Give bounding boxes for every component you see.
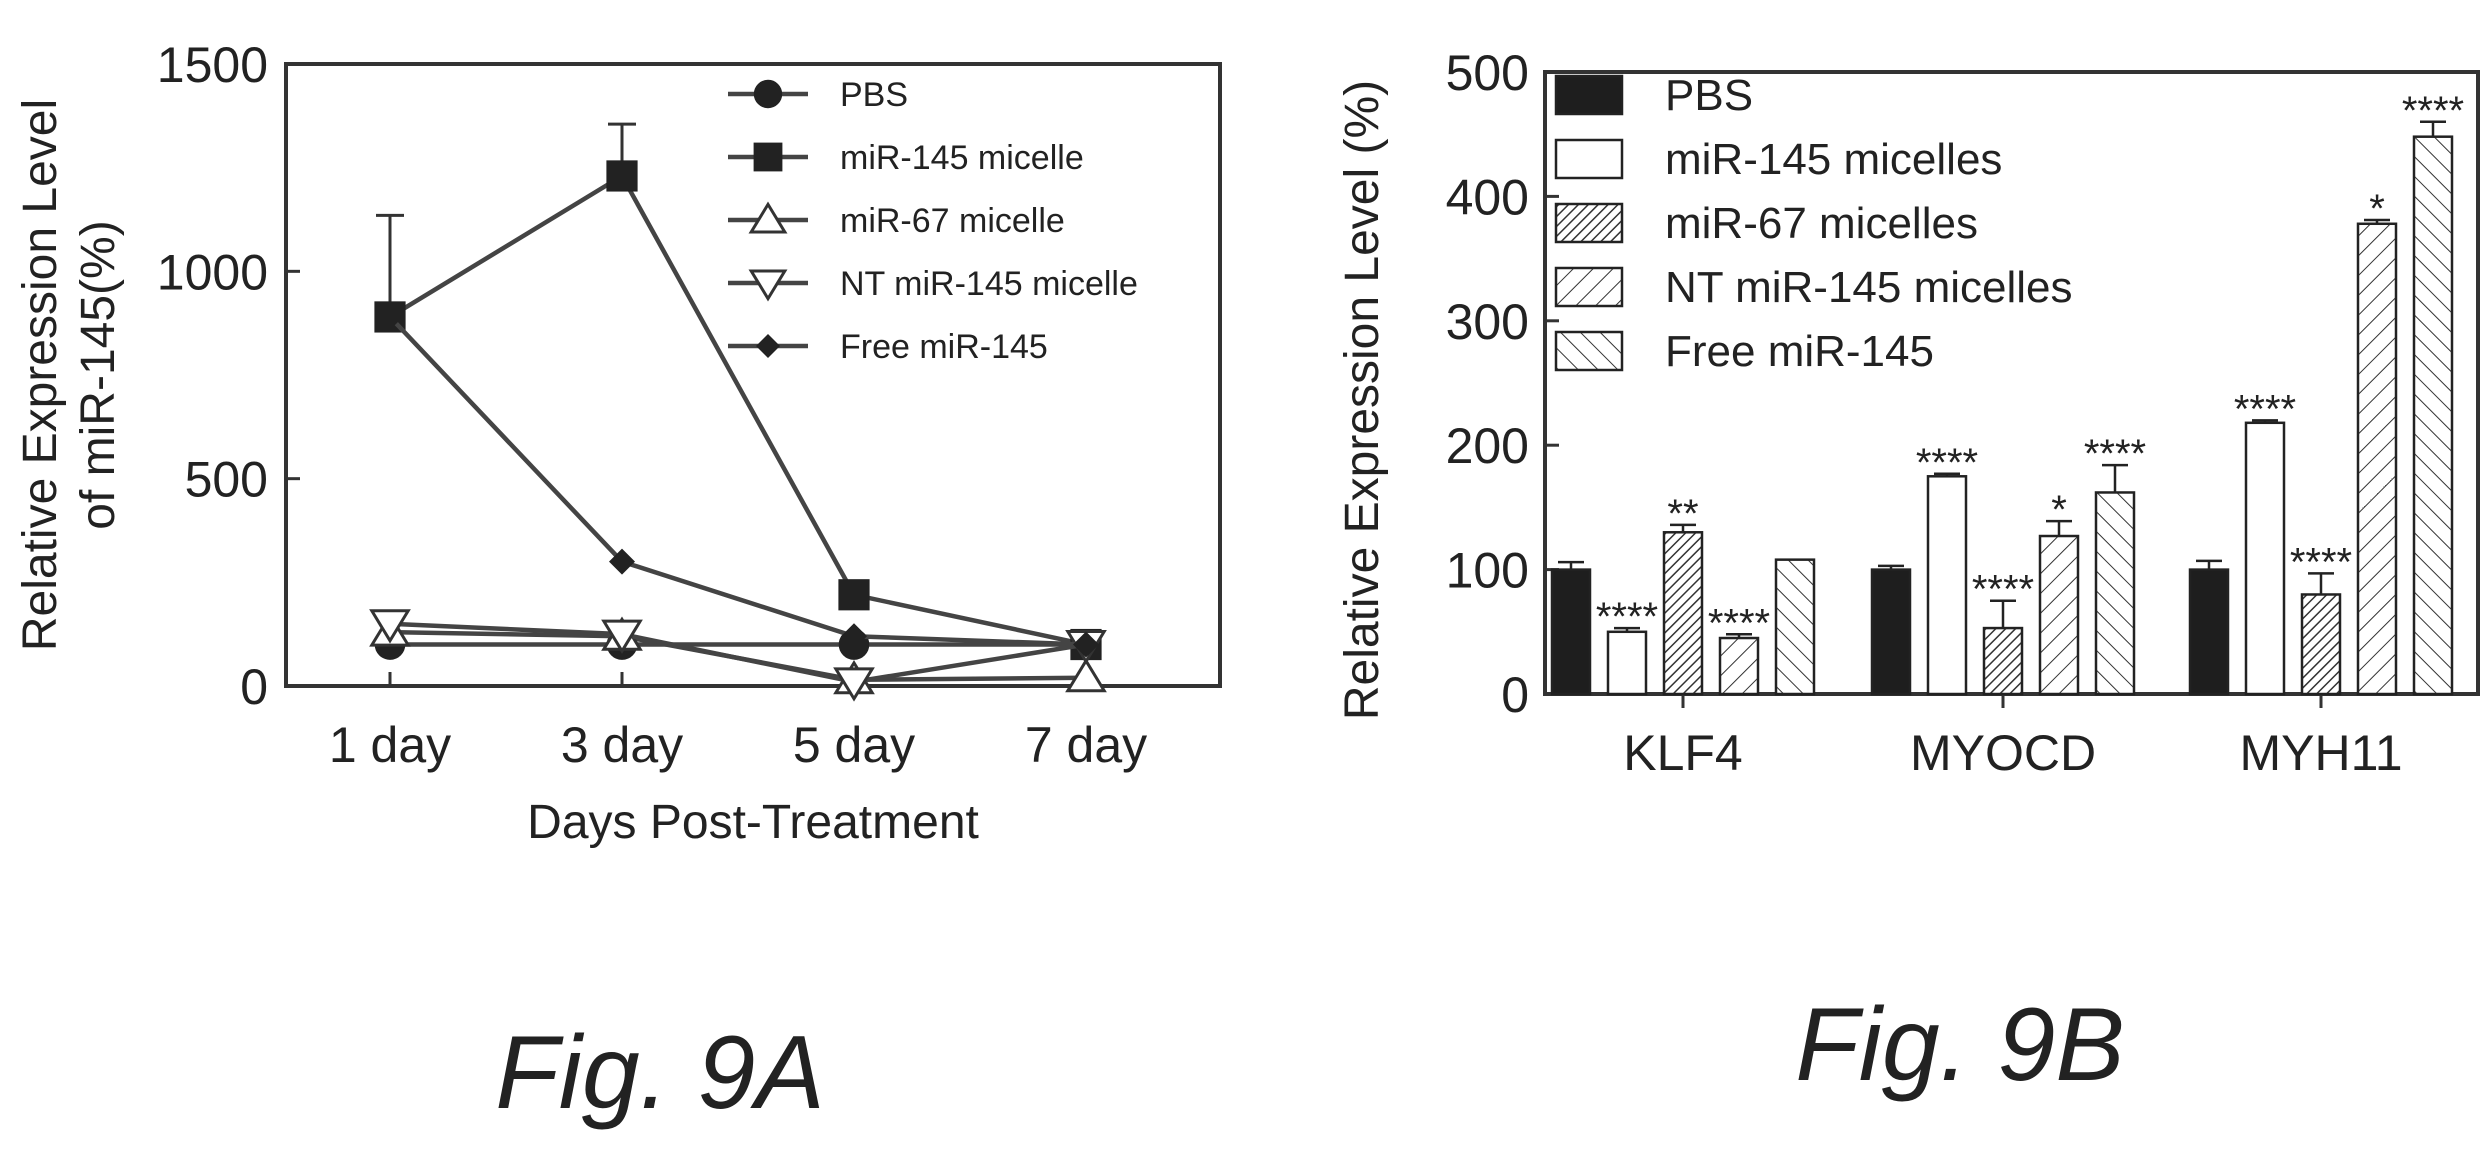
point-free-mir-145 xyxy=(841,623,867,650)
y-tick-label-a: 500 xyxy=(185,452,268,508)
legend-label-free-mir-145: Free miR-145 xyxy=(1665,327,1934,376)
legend-label-nt-mir-145-micelle: NT miR-145 micelle xyxy=(840,265,1138,303)
significance-label: **** xyxy=(1916,441,1978,485)
y-tick-label-a: 0 xyxy=(240,659,268,715)
x-tick-label-3-day: 3 day xyxy=(561,717,683,773)
significance-label: **** xyxy=(1708,601,1770,645)
significance-label: * xyxy=(2051,488,2067,532)
legend-marker-pbs xyxy=(753,79,783,109)
significance-label: **** xyxy=(1972,568,2034,612)
y-tick-label-b: 100 xyxy=(1446,543,1529,599)
bar-pbs-myocd xyxy=(1870,568,1912,696)
figure-caption-b: Fig. 9B xyxy=(1795,987,2124,1103)
point-mir-67-micelle xyxy=(1065,657,1107,693)
y-tick-label-b: 400 xyxy=(1446,169,1529,225)
bar-series-nt-mir-145-micelles: ****** xyxy=(1708,187,2398,696)
significance-label: **** xyxy=(2290,540,2352,584)
legend-swatch-pbs xyxy=(1554,74,1624,116)
point-mir-145-micelle xyxy=(606,160,638,192)
series-free-mir-145 xyxy=(377,303,1099,658)
y-tick-label-a: 1500 xyxy=(157,37,268,93)
y-axis-title-line: Relative Expression Level xyxy=(14,99,67,651)
y-tick-label-b: 300 xyxy=(1446,294,1529,350)
x-tick-label-7-day: 7 day xyxy=(1025,717,1147,773)
x-tick-label-klf4: KLF4 xyxy=(1623,725,1743,781)
y-axis-title-b: Relative Expression Level (%) xyxy=(1336,80,1389,720)
bar-free-mir-145-myh11 xyxy=(2412,135,2454,696)
legend-marker-mir-67-micelle xyxy=(748,201,788,234)
bar-nt-mir-145-micelles-klf4 xyxy=(1718,636,1760,696)
x-tick-label-1-day: 1 day xyxy=(329,717,451,773)
legend-label-mir-67-micelle: miR-67 micelle xyxy=(840,202,1065,240)
x-axis-title-a: Days Post-Treatment xyxy=(527,796,979,849)
panel-a-line-chart: 0 500 1000 1500 1 day 3 day 5 day 7 day Days Pos… xyxy=(14,37,1222,1131)
figure-caption-a: Fig. 9A xyxy=(495,1015,824,1131)
panel-b-bar-chart: 0 100 200 300 400 500 Relative Expression Leve… xyxy=(1336,45,2480,1103)
legend-label-mir-145-micelle: miR-145 micelle xyxy=(840,139,1084,177)
legend-a: PBS miR-145 micelle miR-67 micelle NT miR-1… xyxy=(728,76,1138,366)
significance-label: **** xyxy=(1596,595,1658,639)
point-nt-mir-145-micelle xyxy=(601,619,643,654)
point-free-mir-145 xyxy=(1073,631,1099,658)
y-tick-label-a: 1000 xyxy=(157,244,268,300)
legend-label-mir-67-micelles: miR-67 micelles xyxy=(1665,199,1978,248)
bar-free-mir-145-klf4 xyxy=(1774,558,1816,696)
legend-label-free-mir-145: Free miR-145 xyxy=(840,328,1048,366)
point-nt-mir-145-micelle xyxy=(369,609,411,644)
y-tick-label-b: 0 xyxy=(1501,667,1529,723)
legend-label-pbs: PBS xyxy=(840,76,908,114)
legend-marker-nt-mir-145-micelle xyxy=(748,269,788,302)
significance-label: * xyxy=(2369,187,2385,231)
bar-mir-145-micelles-myh11 xyxy=(2244,421,2286,696)
bar-nt-mir-145-micelles-myh11 xyxy=(2356,222,2398,696)
point-mir-145-micelle xyxy=(838,579,870,611)
legend-label-nt-mir-145-micelles: NT miR-145 micelles xyxy=(1665,263,2073,312)
x-tick-label-5-day: 5 day xyxy=(793,717,915,773)
legend-swatch-free-mir-145 xyxy=(1554,330,1624,372)
plot-frame-a xyxy=(284,62,1222,688)
bar-free-mir-145-myocd xyxy=(2094,491,2136,696)
x-tick-label-myocd: MYOCD xyxy=(1910,725,2096,781)
bar-mir-67-micelles-myocd xyxy=(1982,626,2024,696)
point-nt-mir-145-micelle xyxy=(833,667,875,702)
bar-nt-mir-145-micelles-myocd xyxy=(2038,534,2080,696)
legend-b: PBS miR-145 micelles miR-67 micelles NT miR… xyxy=(1554,71,2073,376)
legend-marker-mir-145-micelle xyxy=(753,142,783,172)
series-line-nt-mir-145-micelle xyxy=(389,621,1087,685)
significance-label: ** xyxy=(1667,492,1698,536)
legend-label-mir-145-micelles: miR-145 micelles xyxy=(1665,135,2002,184)
point-free-mir-145 xyxy=(609,548,635,575)
legend-marker-free-mir-145 xyxy=(756,334,780,358)
bar-mir-145-micelles-klf4 xyxy=(1606,630,1648,696)
legend-swatch-mir-145-micelles xyxy=(1554,138,1624,180)
y-tick-label-b: 200 xyxy=(1446,418,1529,474)
bar-series-mir-145-micelles: **** **** **** xyxy=(1596,387,2296,696)
y-axis-title-a: Relative Expression Level of miR-145(%) xyxy=(14,99,125,651)
legend-label-pbs: PBS xyxy=(1665,71,1753,120)
bar-series-free-mir-145: **** **** xyxy=(1774,89,2464,696)
significance-label: **** xyxy=(2084,432,2146,476)
point-free-mir-145 xyxy=(377,303,403,330)
bar-mir-145-micelles-myocd xyxy=(1926,475,1968,696)
bar-pbs-myh11 xyxy=(2188,568,2230,696)
bar-mir-67-micelles-klf4 xyxy=(1662,531,1704,696)
bar-series-mir-67-micelles: ********** xyxy=(1662,492,2352,696)
bar-series-pbs xyxy=(1550,559,2230,696)
series-line-mir-145-micelle xyxy=(388,172,1087,647)
y-tick-label-b: 500 xyxy=(1446,45,1529,101)
y-axis-title-line: of miR-145(%) xyxy=(72,220,125,529)
significance-label: **** xyxy=(2234,387,2296,431)
series-line-free-mir-145 xyxy=(388,315,1087,647)
legend-swatch-nt-mir-145-micelles xyxy=(1554,266,1624,308)
x-tick-label-myh11: MYH11 xyxy=(2239,725,2402,781)
significance-label: **** xyxy=(2402,89,2464,133)
legend-swatch-mir-67-micelles xyxy=(1554,202,1624,244)
bar-pbs-klf4 xyxy=(1550,568,1592,696)
bar-mir-67-micelles-myh11 xyxy=(2300,593,2342,696)
